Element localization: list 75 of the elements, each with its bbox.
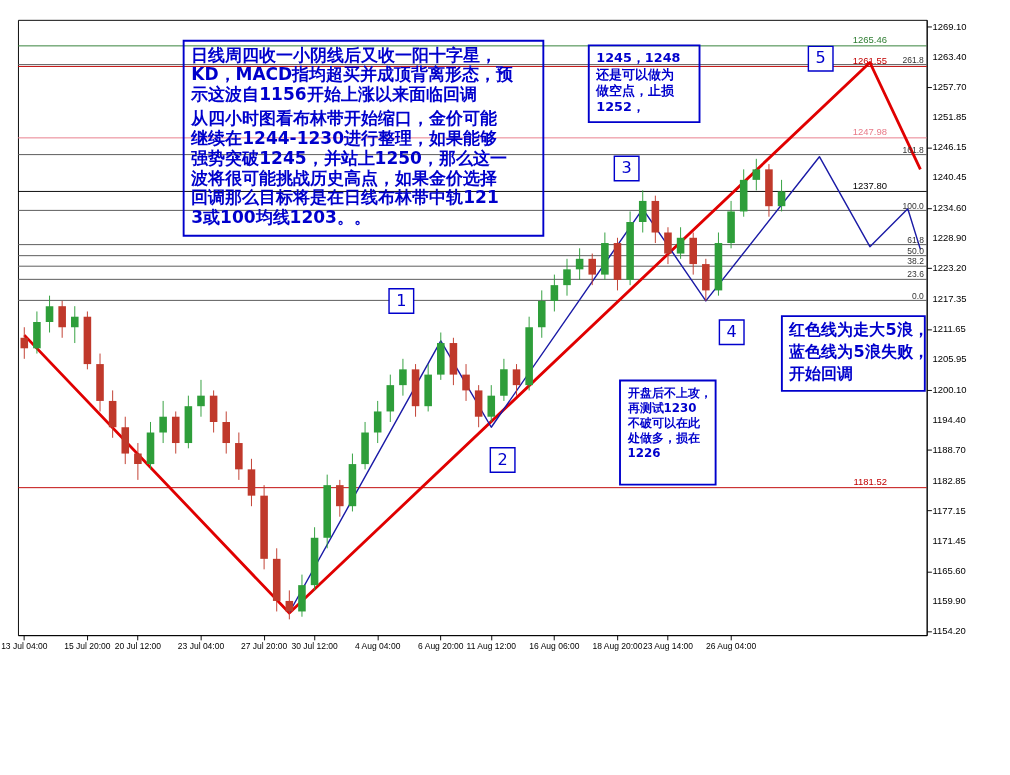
annotation: 1245，1248还是可以做为做空点，止损1252， (595, 50, 681, 114)
y-tick-label: 1269.10 (932, 20, 967, 32)
candlestick (399, 358, 407, 397)
candlestick (752, 158, 761, 191)
candlestick (222, 410, 231, 455)
annotation: 0.0 (912, 290, 925, 301)
annotation: 2 (497, 449, 508, 469)
y-tick-label: 1211.65 (932, 322, 966, 334)
x-tick-label: 11 Aug 12:00 (466, 640, 517, 651)
y-tick-label: 1165.60 (932, 565, 966, 577)
candlestick (70, 305, 79, 344)
x-tick-label: 26 Aug 04:00 (706, 640, 757, 651)
x-tick-label: 18 Aug 20:00 (592, 640, 643, 651)
candlestick (45, 295, 54, 333)
candlestick (664, 226, 672, 265)
y-tick-label: 1177.15 (932, 504, 966, 516)
ref-line-label: 1237.80 (852, 179, 887, 191)
annotation: 开盘后不上攻，再测试1230不破可以在此处做多，损在1226 (626, 385, 712, 461)
ref-line-label: 1261.55 (852, 54, 887, 66)
candlestick (134, 442, 142, 481)
ref-line-label: 1247.98 (852, 126, 887, 138)
candlestick (550, 274, 559, 312)
x-tick-label: 20 Jul 12:00 (114, 640, 162, 651)
y-tick-label: 1246.15 (932, 141, 967, 153)
annotation: 4 (726, 321, 737, 341)
annotation: 5 (815, 48, 826, 68)
candlestick (462, 363, 470, 402)
candlestick (58, 300, 66, 339)
candlestick (563, 258, 571, 297)
candlestick (159, 400, 167, 444)
annotation: 23.6 (907, 269, 925, 280)
y-tick-label: 1194.40 (932, 413, 966, 425)
y-tick-label: 1240.45 (932, 171, 967, 183)
x-tick-label: 13 Jul 04:00 (1, 640, 48, 651)
y-tick-label: 1234.60 (932, 202, 967, 214)
annotation: 261.8 (902, 54, 925, 65)
annotation: 日线周四收一小阴线后又收一阳十字星，KD，MACD指均超买并成顶背离形态，预示这波自1156开始上涨以来面临回调 (190, 44, 515, 105)
x-tick-label: 30 Jul 12:00 (291, 640, 338, 651)
candlestick (588, 253, 597, 286)
y-tick-label: 1228.90 (932, 232, 967, 244)
x-tick-label: 6 Aug 20:00 (418, 640, 464, 651)
y-tick-label: 1171.45 (932, 534, 966, 546)
x-tick-label: 23 Aug 14:00 (642, 640, 694, 651)
ref-line-label: 1181.52 (853, 475, 887, 487)
annotation: 100.0 (902, 200, 925, 211)
annotation: 3 (621, 158, 632, 178)
y-tick-label: 1205.95 (932, 352, 967, 364)
x-tick-label: 15 Jul 20:00 (64, 640, 111, 651)
y-tick-label: 1159.90 (932, 595, 966, 607)
ref-line-label: 1265.46 (852, 34, 887, 46)
annotation: 38.2 (907, 256, 925, 267)
y-tick-label: 1154.20 (932, 625, 966, 637)
y-tick-label: 1263.40 (932, 50, 967, 62)
x-tick-label: 16 Aug 06:00 (529, 640, 580, 651)
candlestick (197, 379, 205, 418)
candlestick (336, 479, 344, 518)
y-tick-label: 1251.85 (932, 111, 967, 123)
y-tick-label: 1257.70 (932, 80, 967, 92)
candlestick (512, 363, 521, 397)
candlestick (487, 384, 496, 423)
x-tick-label: 4 Aug 04:00 (354, 640, 401, 651)
annotation: 红色线为走大5浪，蓝色线为5浪失败，开始回调 (788, 320, 929, 383)
y-tick-label: 1200.10 (932, 383, 967, 395)
candlestick (373, 400, 382, 444)
y-tick-label: 1217.35 (932, 292, 967, 304)
x-tick-label: 27 Jul 20:00 (240, 640, 288, 651)
candlestick (777, 179, 786, 212)
candlestick (676, 226, 685, 260)
annotation: 1 (396, 290, 407, 310)
annotation: 50.0 (907, 245, 925, 256)
y-tick-label: 1223.20 (932, 262, 967, 274)
y-tick-label: 1188.70 (932, 443, 966, 455)
y-tick-label: 1182.85 (932, 474, 966, 486)
candlestick (638, 189, 647, 233)
x-tick-label: 23 Jul 04:00 (177, 640, 225, 651)
